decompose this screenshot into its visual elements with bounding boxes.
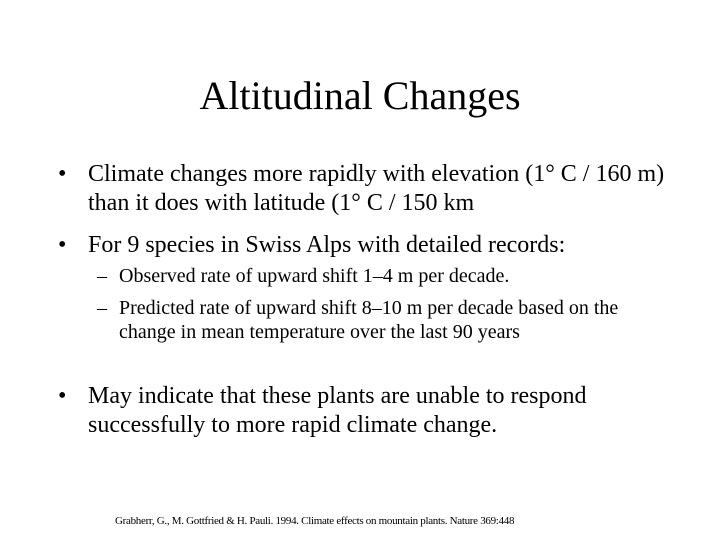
- citation: Grabherr, G., M. Gottfried & H. Pauli. 1…: [115, 515, 515, 527]
- bullet: For 9 species in Swiss Alps with detaile…: [58, 231, 678, 260]
- slide-title: Altitudinal Changes: [199, 73, 521, 118]
- sub-bullet: Observed rate of upward shift 1–4 m per …: [97, 264, 679, 288]
- bullet: Climate changes more rapidly with elevat…: [58, 160, 678, 218]
- sub-bullet: Predicted rate of upward shift 8–10 m pe…: [97, 296, 679, 344]
- bullet: May indicate that these plants are unabl…: [58, 382, 678, 440]
